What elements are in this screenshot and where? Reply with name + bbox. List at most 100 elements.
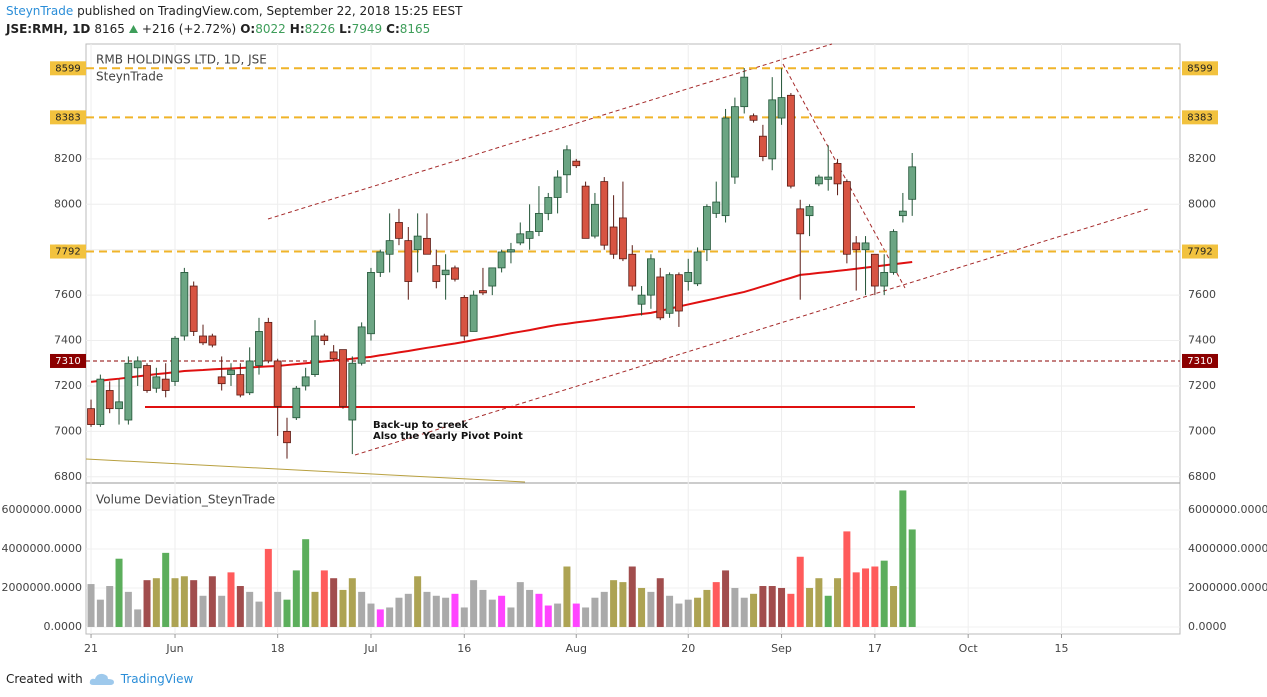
volume-bar: [470, 580, 478, 627]
volume-bar: [302, 539, 310, 627]
volume-bar: [283, 599, 291, 627]
x-tick-label: 18: [271, 642, 285, 655]
level-label: 7792: [1187, 247, 1212, 258]
volume-bar: [358, 591, 366, 627]
volume-bar: [190, 580, 198, 627]
close-value: 8165: [399, 22, 431, 36]
brand[interactable]: TradingView: [120, 672, 194, 686]
candle-body: [730, 106, 739, 178]
candle-body: [348, 362, 357, 421]
volume-bar: [656, 578, 664, 627]
volume-bar: [796, 556, 804, 627]
candle-body: [842, 181, 851, 255]
y-tick-label: 6800: [1188, 470, 1216, 483]
y-tick-label: 8000: [54, 197, 82, 210]
candle-body: [133, 360, 142, 369]
x-tick-label: 16: [457, 642, 471, 655]
candle-body: [460, 296, 469, 337]
candle-body: [581, 185, 590, 239]
candle-body: [105, 390, 114, 410]
volume-bar: [666, 595, 674, 627]
candle-body: [591, 203, 599, 237]
candle-body: [357, 326, 366, 364]
volume-bar: [824, 595, 832, 627]
candle-body: [889, 231, 898, 273]
volume-bar: [628, 566, 636, 627]
volume-bar: [852, 572, 860, 627]
candle-body: [283, 430, 291, 444]
y-tick-label: 6000000.0000: [2, 503, 82, 516]
volume-bar: [227, 572, 235, 627]
candle-body: [423, 237, 431, 255]
candle-body: [329, 351, 338, 360]
volume-bar: [311, 591, 319, 627]
candle-body: [469, 294, 478, 332]
candle-body: [721, 117, 730, 217]
level-box: [1182, 353, 1218, 368]
x-tick-label: 20: [681, 642, 695, 655]
volume-bar: [479, 589, 487, 627]
candle-body: [376, 251, 385, 273]
high-label: H:: [289, 22, 305, 36]
x-tick-label: Aug: [566, 642, 587, 655]
volume-bar: [684, 599, 692, 627]
volume-bar: [386, 607, 394, 627]
volume-bar: [404, 593, 412, 627]
level-label: 7792: [55, 247, 80, 258]
volume-bar: [815, 578, 823, 627]
volume-bar: [274, 591, 282, 627]
footer: Created with TradingView: [6, 672, 193, 686]
volume-bar: [862, 568, 870, 627]
candle-body: [553, 176, 562, 198]
low-value: 7949: [351, 22, 383, 36]
level-label: 7310: [1187, 356, 1212, 367]
close-label: C:: [386, 22, 400, 36]
last-price: 8165: [94, 22, 125, 36]
annotation: Back-up to creek: [373, 420, 468, 431]
volume-bar: [208, 576, 216, 627]
volume-bar: [414, 576, 422, 627]
x-tick-label: 21: [84, 642, 98, 655]
level-box: [1182, 61, 1218, 76]
volume-bar: [348, 578, 356, 627]
candle-body: [675, 274, 683, 312]
volume-bar: [442, 597, 450, 627]
volume-bar: [834, 578, 842, 627]
symbol-line: JSE:RMH, 1D 8165 +216 (+2.72%) O:8022 H:…: [6, 22, 430, 36]
chart: RMB HOLDINGS LTD, 1D, JSE SteynTrade Bac…: [2, 43, 1267, 655]
candle-body: [824, 176, 833, 180]
level-box: [50, 61, 86, 76]
y-tick-label: 0.0000: [44, 620, 83, 633]
y-tick-label: 7400: [54, 334, 82, 347]
candle-body: [852, 242, 861, 251]
created-with: Created with: [6, 672, 83, 686]
candle-body: [507, 249, 515, 253]
volume-bar: [526, 589, 534, 627]
volume-bar: [115, 558, 123, 627]
author[interactable]: SteynTrade: [6, 4, 74, 18]
candle-body: [637, 294, 646, 305]
candle-body: [236, 374, 245, 396]
y-tick-label: 6000000.0000: [1188, 503, 1267, 516]
pane-title: Volume Deviation_SteynTrade: [96, 493, 275, 507]
candle-body: [143, 365, 151, 391]
candle-body: [87, 408, 95, 425]
candle-body: [908, 166, 917, 200]
volume-bar: [554, 603, 562, 627]
candle-body: [665, 274, 674, 314]
volume-bar: [572, 603, 580, 627]
candle-body: [245, 360, 254, 394]
candle-body: [693, 251, 702, 285]
x-tick-label: Sep: [771, 642, 792, 655]
candle-body: [264, 321, 273, 362]
candle-body: [488, 267, 497, 287]
volume-bar: [236, 586, 244, 627]
candle-body: [870, 253, 879, 287]
annotation: Also the Yearly Pivot Point: [373, 431, 523, 442]
level-label: 8383: [55, 112, 80, 123]
volume-bar: [376, 609, 384, 627]
candle-body: [758, 135, 767, 158]
candle-body: [441, 269, 450, 276]
candle-body: [898, 210, 907, 217]
